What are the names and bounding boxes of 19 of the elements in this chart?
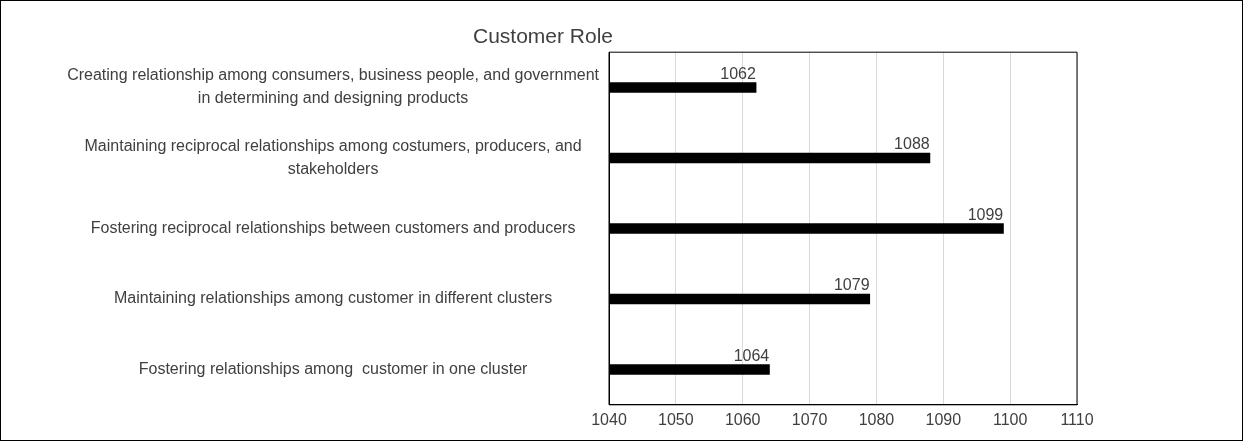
x-tick-label: 1060 <box>724 410 761 428</box>
x-tick-label: 1070 <box>791 410 828 428</box>
x-tick-label: 1080 <box>858 410 895 428</box>
y-tick-label: Creating relationship among consumers, business people, and government in determining and designing products <box>67 66 600 107</box>
x-tick-label: 1040 <box>591 410 627 428</box>
chart-title: Customer Role <box>472 24 614 48</box>
y-tick-label: Fostering relationships among customer in one cluster <box>138 359 529 377</box>
x-tick-label: 1090 <box>925 410 962 428</box>
y-tick-label: Maintaining relationships among customer in different clusters <box>113 289 553 307</box>
y-tick-label: Fostering reciprocal relationships between customers and producers <box>90 218 576 236</box>
data-label: 1099 <box>967 205 1004 223</box>
x-tick-label: 1050 <box>658 410 694 428</box>
x-tick-label: 1110 <box>1060 410 1094 428</box>
data-label: 1079 <box>833 276 870 294</box>
data-label: 1064 <box>733 346 770 364</box>
y-tick-label: Maintaining reciprocal relationships among costumers, producers, and stakeholders <box>84 136 582 177</box>
data-label: 1088 <box>894 135 930 153</box>
data-label: 1062 <box>720 64 756 82</box>
x-tick-label: 1100 <box>992 410 1028 428</box>
